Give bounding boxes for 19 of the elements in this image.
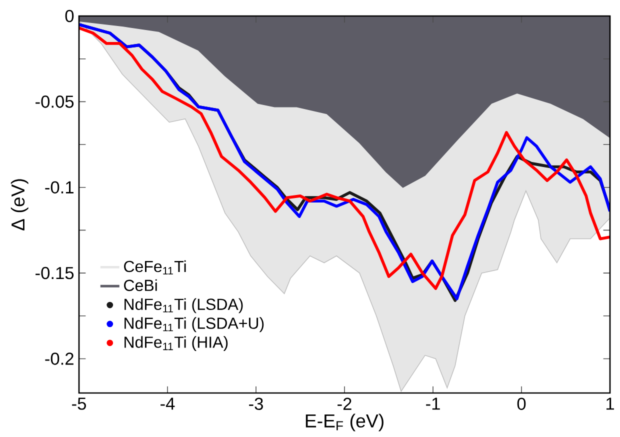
x-tick-label: -4 (160, 398, 175, 410)
legend-label: NdFe$_{11}$Ti (HIA) (124, 336, 228, 351)
y-tick-label: -0.15 (36, 266, 74, 280)
y-tick-label: -0.05 (36, 96, 74, 108)
x-tick-label: -5 (72, 398, 86, 410)
y-axis-title: Δ (eV) (10, 179, 28, 230)
x-tick-label: 1 (606, 398, 614, 410)
legend-label: NdFe$_{11}$Ti (LSDA) (124, 298, 243, 314)
x-tick-label: -3 (249, 398, 263, 410)
legend-label: CeBi (124, 279, 157, 292)
x-axis-title: E-E$_{F}$ (eV) (306, 414, 384, 432)
x-tick-label: -2 (338, 398, 352, 410)
legend-label: CeFe$_{11}$Ti (124, 260, 186, 274)
y-tick-label: 0 (65, 10, 74, 22)
y-tick-label: -0.2 (45, 352, 74, 365)
legend-label: NdFe$_{11}$Ti (LSDA+U) (124, 317, 264, 332)
x-tick-label: -1 (426, 398, 440, 410)
y-tick-label: -0.1 (45, 181, 74, 194)
x-tick-label: 0 (517, 398, 526, 410)
